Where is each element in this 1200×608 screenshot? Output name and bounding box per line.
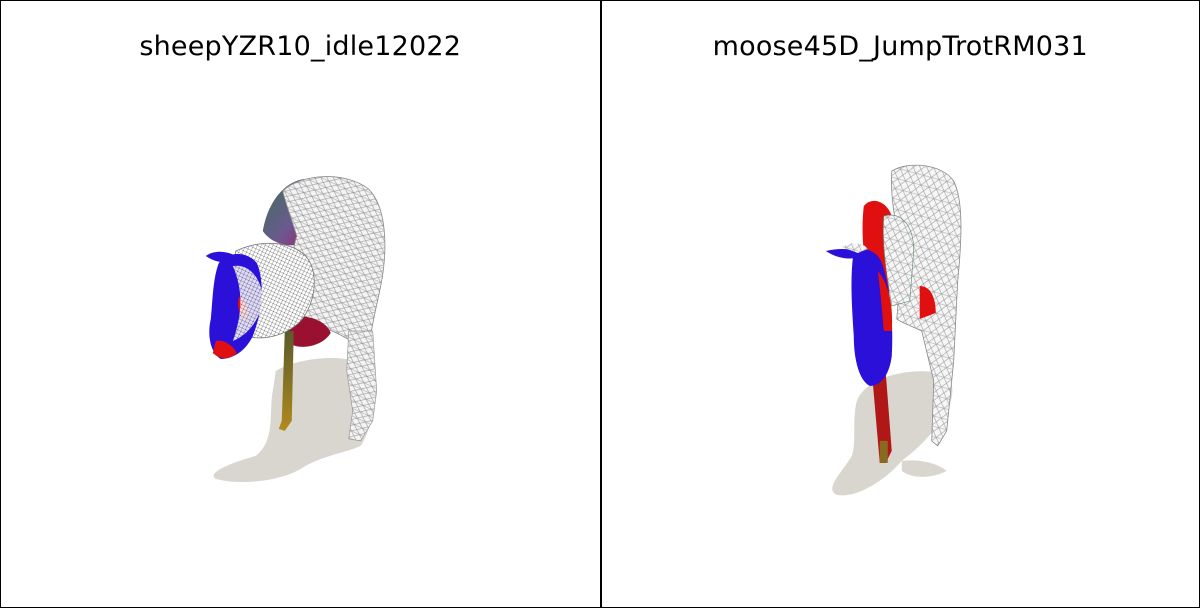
sheep-front-leg	[278, 330, 294, 431]
moose-mesh-render	[825, 164, 961, 496]
moose-ear-wire	[841, 243, 868, 254]
left-panel-title: sheepYZR10_idle12022	[139, 31, 462, 62]
moose-leg-shadow	[901, 460, 947, 477]
moose-neck-wireframe	[882, 214, 914, 307]
moose-snout-red-patch	[877, 271, 892, 331]
moose-ground-shadow	[831, 371, 952, 496]
sheep-face-wire-overlay	[232, 265, 263, 341]
moose-front-hoof	[879, 440, 888, 463]
moose-front-leg	[871, 370, 892, 463]
right-panel-title: moose45D_JumpTrotRM031	[712, 31, 1088, 62]
sheep-ground-shadow	[213, 358, 376, 483]
moose-shoulder-surface	[919, 286, 936, 319]
sheep-head-red-patch	[212, 340, 237, 359]
sheep-back-leg-wireframe	[346, 330, 378, 442]
sheep-ear-surface	[205, 251, 241, 263]
right-view-panel[interactable]: moose45D_JumpTrotRM031	[599, 1, 1199, 607]
left-view-panel[interactable]: sheepYZR10_idle12022	[1, 1, 600, 607]
sheep-mesh-render	[205, 176, 386, 483]
